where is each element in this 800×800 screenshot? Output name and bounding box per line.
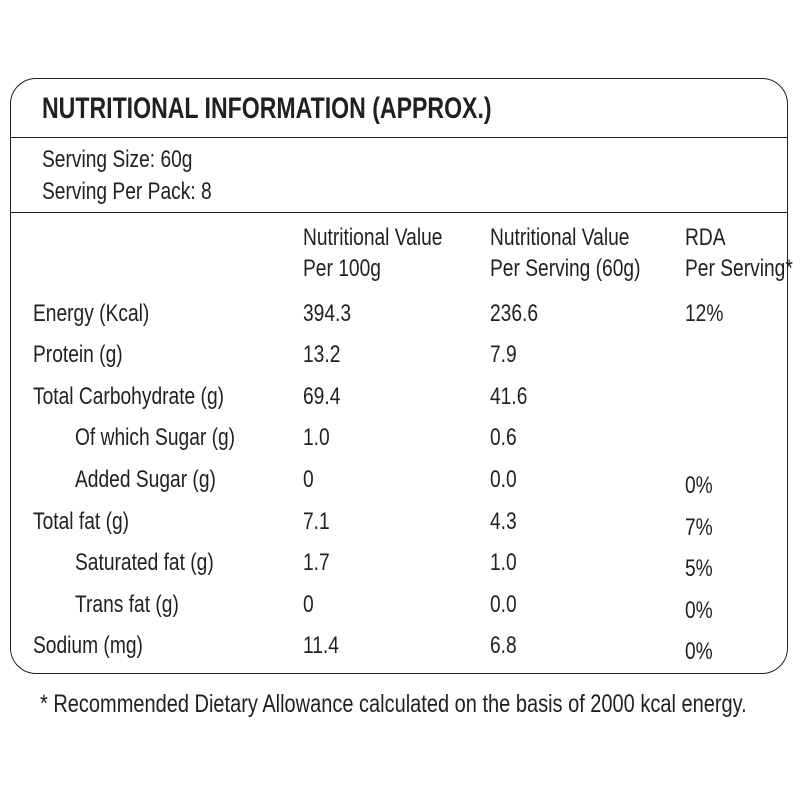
serving-per-pack: Serving Per Pack: 8: [42, 178, 212, 205]
cell: 7.1: [303, 508, 330, 535]
serving-size: Serving Size: 60g: [42, 146, 193, 173]
column-header: Per Serving (60g): [490, 255, 641, 282]
column-header: RDA: [685, 224, 726, 251]
row-label: Of which Sugar (g): [75, 424, 236, 451]
column-header: Nutritional Value: [490, 224, 630, 251]
title: NUTRITIONAL INFORMATION (APPROX.): [42, 92, 492, 125]
cell: 7.9: [490, 341, 517, 368]
divider: [10, 212, 788, 213]
cell: 0%: [685, 638, 713, 665]
cell: 41.6: [490, 383, 528, 410]
cell: 0: [303, 591, 314, 618]
cell: 1.0: [303, 424, 330, 451]
footnote: * Recommended Dietary Allowance calculat…: [40, 690, 747, 718]
cell: 236.6: [490, 300, 539, 327]
row-label: Sodium (mg): [33, 632, 143, 659]
cell: 0%: [685, 597, 713, 624]
row-label: Total Carbohydrate (g): [33, 383, 225, 410]
row-label: Total fat (g): [33, 508, 130, 535]
column-header: Per 100g: [303, 255, 381, 282]
label-box: [10, 78, 788, 674]
cell: 0%: [685, 472, 713, 499]
row-label: Protein (g): [33, 341, 123, 368]
cell: 11.4: [303, 632, 339, 659]
row-label: Trans fat (g): [75, 591, 179, 618]
cell: 0.0: [490, 466, 517, 493]
row-label: Added Sugar (g): [75, 466, 216, 493]
row-label: Energy (Kcal): [33, 300, 150, 327]
cell: 0: [303, 466, 314, 493]
cell: 5%: [685, 555, 713, 582]
cell: 6.8: [490, 632, 517, 659]
cell: 7%: [685, 514, 713, 541]
cell: 4.3: [490, 508, 517, 535]
cell: 69.4: [303, 383, 341, 410]
row-label: Saturated fat (g): [75, 549, 214, 576]
column-header: Per Serving*: [685, 255, 793, 282]
cell: 0.0: [490, 591, 517, 618]
cell: 1.7: [303, 549, 330, 576]
column-header: Nutritional Value: [303, 224, 443, 251]
cell: 0.6: [490, 424, 517, 451]
cell: 12%: [685, 300, 724, 327]
cell: 1.0: [490, 549, 517, 576]
cell: 13.2: [303, 341, 341, 368]
cell: 394.3: [303, 300, 352, 327]
divider: [10, 137, 788, 138]
